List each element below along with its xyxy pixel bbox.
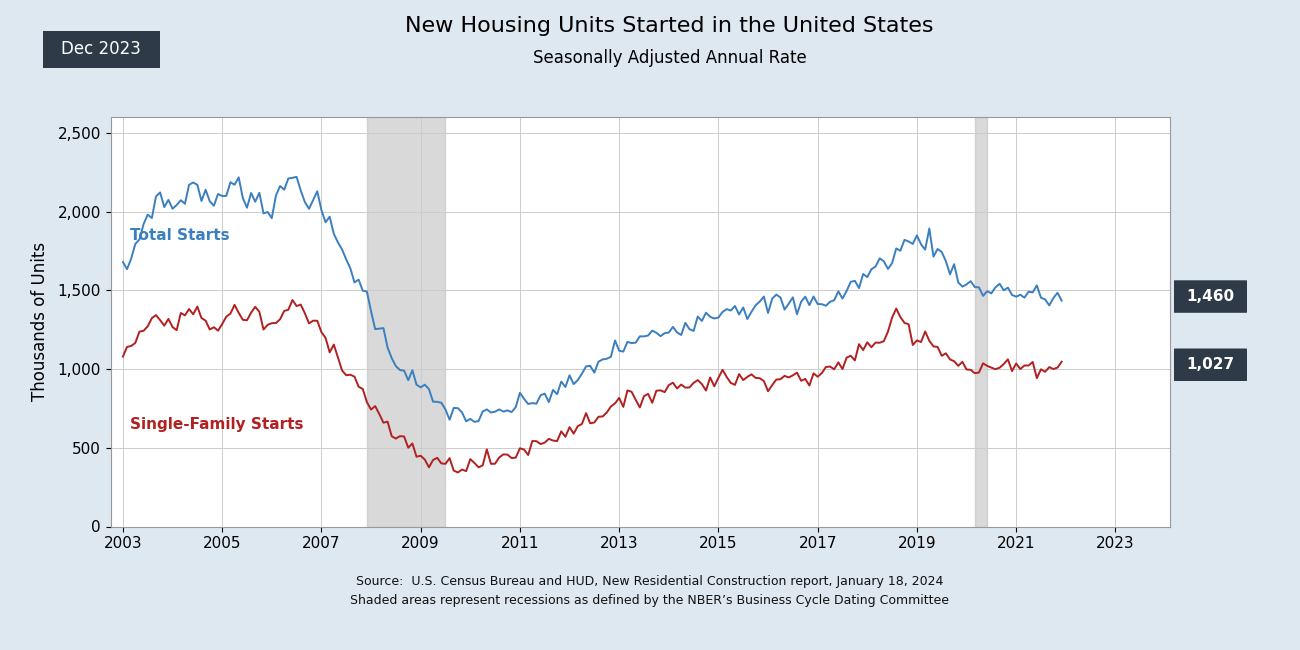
Text: 1,460: 1,460 [1186, 289, 1235, 304]
Text: Single-Family Starts: Single-Family Starts [130, 417, 304, 432]
Text: Seasonally Adjusted Annual Rate: Seasonally Adjusted Annual Rate [533, 49, 806, 67]
Text: 1,027: 1,027 [1186, 358, 1235, 372]
Text: Source:  U.S. Census Bureau and HUD, New Residential Construction report, Januar: Source: U.S. Census Bureau and HUD, New … [351, 575, 949, 607]
FancyBboxPatch shape [1171, 348, 1249, 381]
Bar [975, 117, 987, 526]
Text: Dec 2023: Dec 2023 [61, 40, 142, 58]
FancyBboxPatch shape [39, 31, 164, 68]
Y-axis label: Thousands of Units: Thousands of Units [31, 242, 49, 401]
Text: New Housing Units Started in the United States: New Housing Units Started in the United … [406, 16, 933, 36]
Text: Total Starts: Total Starts [130, 228, 230, 243]
FancyBboxPatch shape [1171, 280, 1249, 313]
Bar [367, 117, 446, 526]
